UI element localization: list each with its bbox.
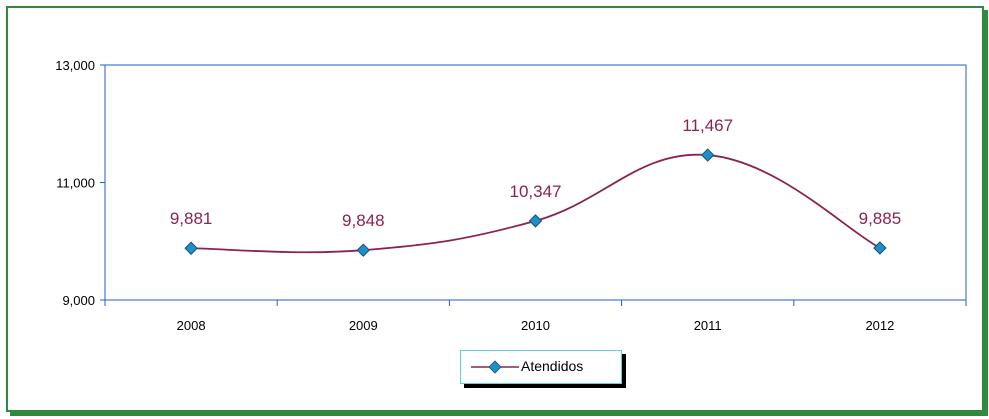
y-tick-label: 13,000 <box>55 58 95 73</box>
data-label: 9,848 <box>342 211 385 230</box>
data-point-marker <box>873 241 887 255</box>
data-point-marker <box>700 148 715 162</box>
x-tick-label: 2009 <box>349 318 378 333</box>
legend-series-label: Atendidos <box>521 358 584 374</box>
chart-frame <box>6 6 984 412</box>
data-point-marker <box>184 241 198 255</box>
x-tick-label: 2012 <box>865 318 894 333</box>
series-line-atendidos <box>191 153 881 254</box>
plot-area: 9,000 11,000 13,000 2008 2009 2010 2011 2012 9,8… <box>55 58 967 333</box>
legend: Atendidos <box>460 350 622 384</box>
x-tick-label: 2011 <box>694 318 722 333</box>
legend-series-marker-icon <box>471 360 519 374</box>
x-tick-label: 2008 <box>177 318 206 333</box>
data-label: 9,885 <box>859 209 902 228</box>
y-tick-label: 9,000 <box>62 293 95 308</box>
data-label: 9,881 <box>170 209 213 228</box>
data-label: 10,347 <box>510 182 562 201</box>
data-point-marker <box>528 214 543 228</box>
x-tick-label: 2010 <box>521 318 550 333</box>
data-label: 11,467 <box>682 116 733 135</box>
y-tick-label: 11,000 <box>56 176 95 191</box>
data-point-marker <box>356 243 371 257</box>
